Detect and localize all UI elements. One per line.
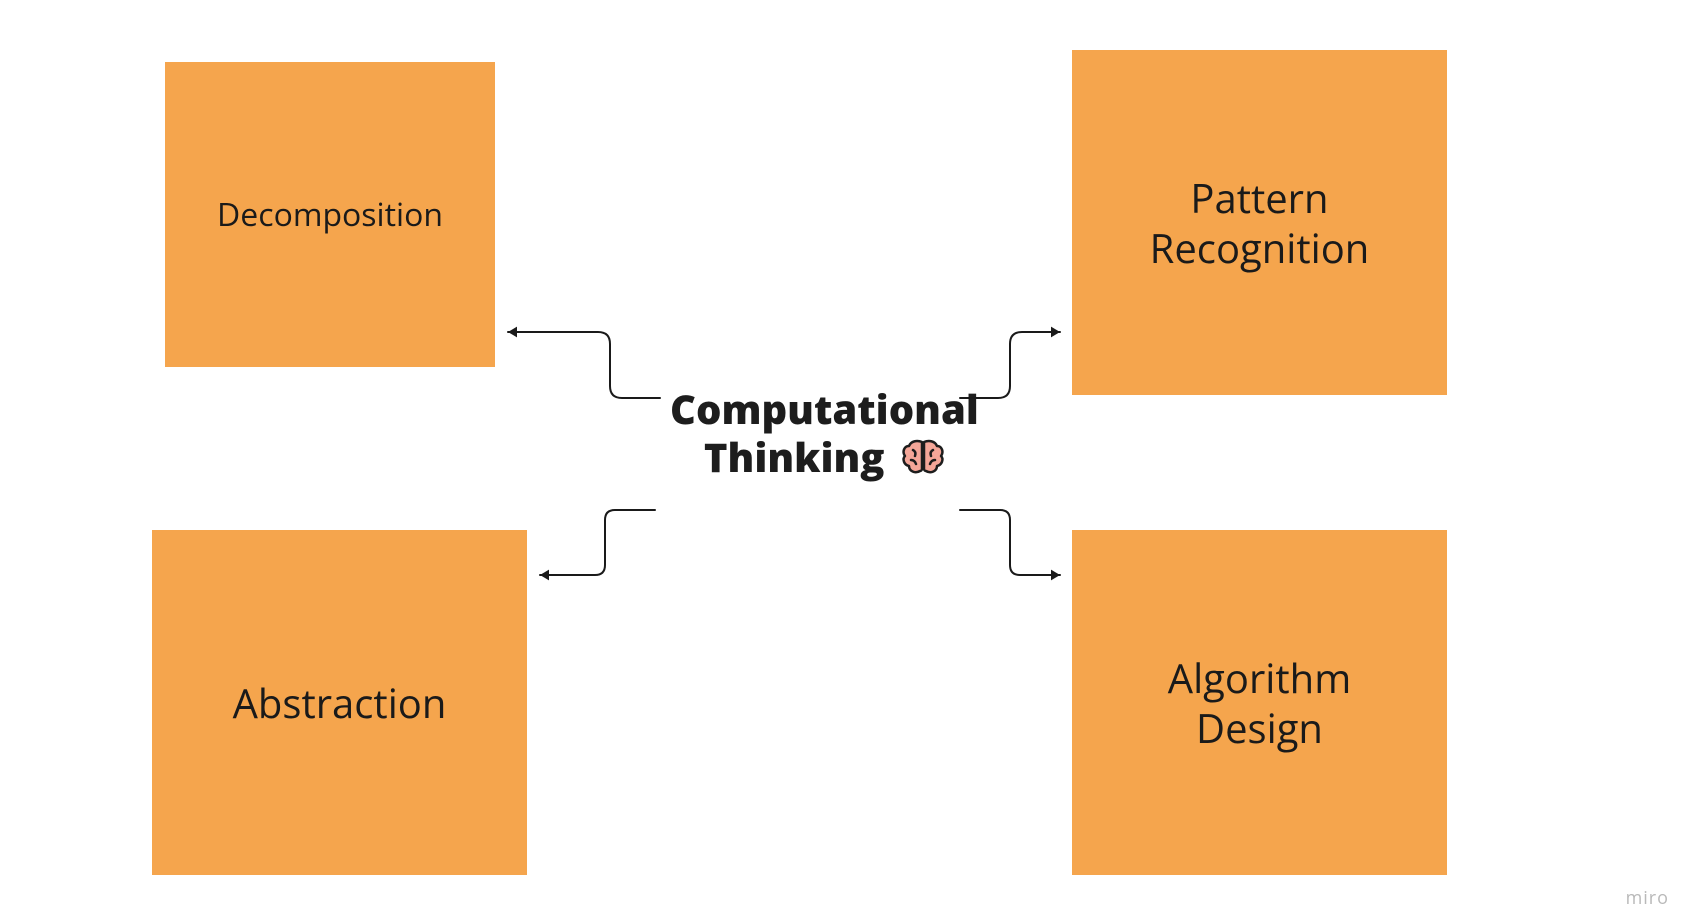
center-title[interactable]: Computational Thinking [670,385,979,485]
arrowhead-to-decomposition [508,327,517,338]
connector-to-abstraction [540,510,655,575]
brain-icon [901,437,945,485]
sticky-algorithm-design[interactable]: Algorithm Design [1072,530,1447,875]
title-line-2-text: Thinking [704,429,885,484]
arrowhead-to-pattern [1051,327,1060,338]
sticky-abstraction[interactable]: Abstraction [152,530,527,875]
arrowhead-to-algorithm [1051,570,1060,581]
sticky-label: Pattern Recognition [1150,173,1370,273]
connector-to-decomposition [508,332,660,398]
sticky-pattern-recognition[interactable]: Pattern Recognition [1072,50,1447,395]
sticky-label: Decomposition [217,195,443,235]
sticky-label: Abstraction [233,678,447,728]
title-line-1: Computational [670,385,979,433]
sticky-label: Algorithm Design [1168,653,1351,753]
sticky-decomposition[interactable]: Decomposition [165,62,495,367]
miro-watermark: miro [1626,886,1669,910]
connector-to-algorithm [960,510,1060,575]
diagram-canvas: Decomposition Pattern Recognition Abstra… [0,0,1693,922]
title-line-2: Thinking [670,433,979,485]
arrowhead-to-abstraction [540,570,549,581]
